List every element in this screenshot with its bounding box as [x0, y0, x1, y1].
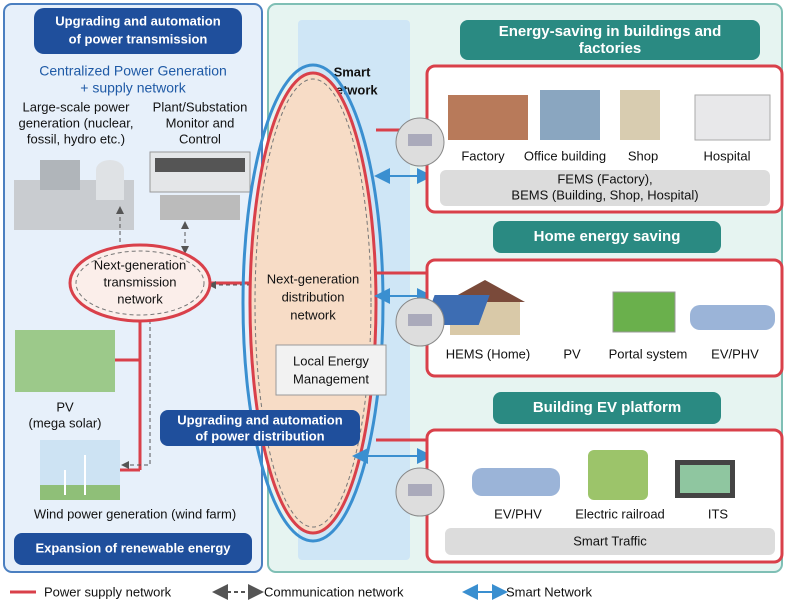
label: generation (nuclear, [19, 115, 134, 130]
node-text: Next-generation [94, 257, 187, 272]
label: Monitor and [166, 115, 235, 130]
box-text: Local Energy [293, 353, 369, 368]
label: (mega solar) [29, 415, 102, 430]
item-label: PV [563, 346, 581, 361]
item-label: Office building [524, 148, 606, 163]
smart-meter [396, 468, 444, 516]
node-text: network [290, 307, 336, 322]
item-label: Electric railroad [575, 506, 665, 521]
footer-text: FEMS (Factory), [557, 171, 652, 186]
item-label: Hospital [704, 148, 751, 163]
item-label: Factory [461, 148, 505, 163]
item-label: ITS [708, 506, 729, 521]
label: Control [179, 131, 221, 146]
node-text: distribution [282, 289, 345, 304]
section-title-text: Energy-saving in buildings and [499, 23, 722, 40]
legend-text: Power supply network [44, 584, 172, 599]
badge-text: Upgrading and automation [177, 412, 342, 427]
item-label: Portal system [609, 346, 688, 361]
section-title-text: Building EV platform [533, 399, 681, 416]
diagram: Upgrading and automation of power transm… [0, 0, 786, 603]
heading: Centralized Power Generation [39, 63, 227, 79]
label: PV [56, 399, 74, 414]
legend-text: Communication network [264, 584, 404, 599]
footer-text: Smart Traffic [573, 533, 647, 548]
badge-text: of power transmission [69, 31, 208, 46]
item-label: Shop [628, 148, 658, 163]
footer-text: BEMS (Building, Shop, Hospital) [511, 187, 698, 202]
smart-meter [396, 118, 444, 166]
section-title-text: factories [579, 40, 642, 57]
section-title-text: Home energy saving [534, 228, 681, 245]
mega-solar-image [0, 330, 115, 392]
wind-farm-image [40, 440, 120, 500]
item-label: EV/PHV [494, 506, 542, 521]
item-label: HEMS (Home) [446, 346, 531, 361]
badge-text: Expansion of renewable energy [35, 540, 231, 555]
node-text: transmission [104, 274, 177, 289]
smart-meter [396, 298, 444, 346]
legend-text: Smart Network [506, 584, 592, 599]
node-text: Next-generation [267, 271, 360, 286]
label: fossil, hydro etc.) [27, 131, 125, 146]
node-text: network [117, 291, 163, 306]
control-room-image [150, 152, 250, 220]
smart-network-label: Smart [334, 64, 372, 79]
label: Plant/Substation [153, 99, 248, 114]
badge-text: of power distribution [195, 428, 324, 443]
box-text: Management [293, 371, 369, 386]
label: Large-scale power [23, 99, 131, 114]
heading: + supply network [80, 80, 186, 96]
badge-text: Upgrading and automation [55, 13, 220, 28]
item-label: EV/PHV [711, 346, 759, 361]
label: Wind power generation (wind farm) [34, 506, 236, 521]
